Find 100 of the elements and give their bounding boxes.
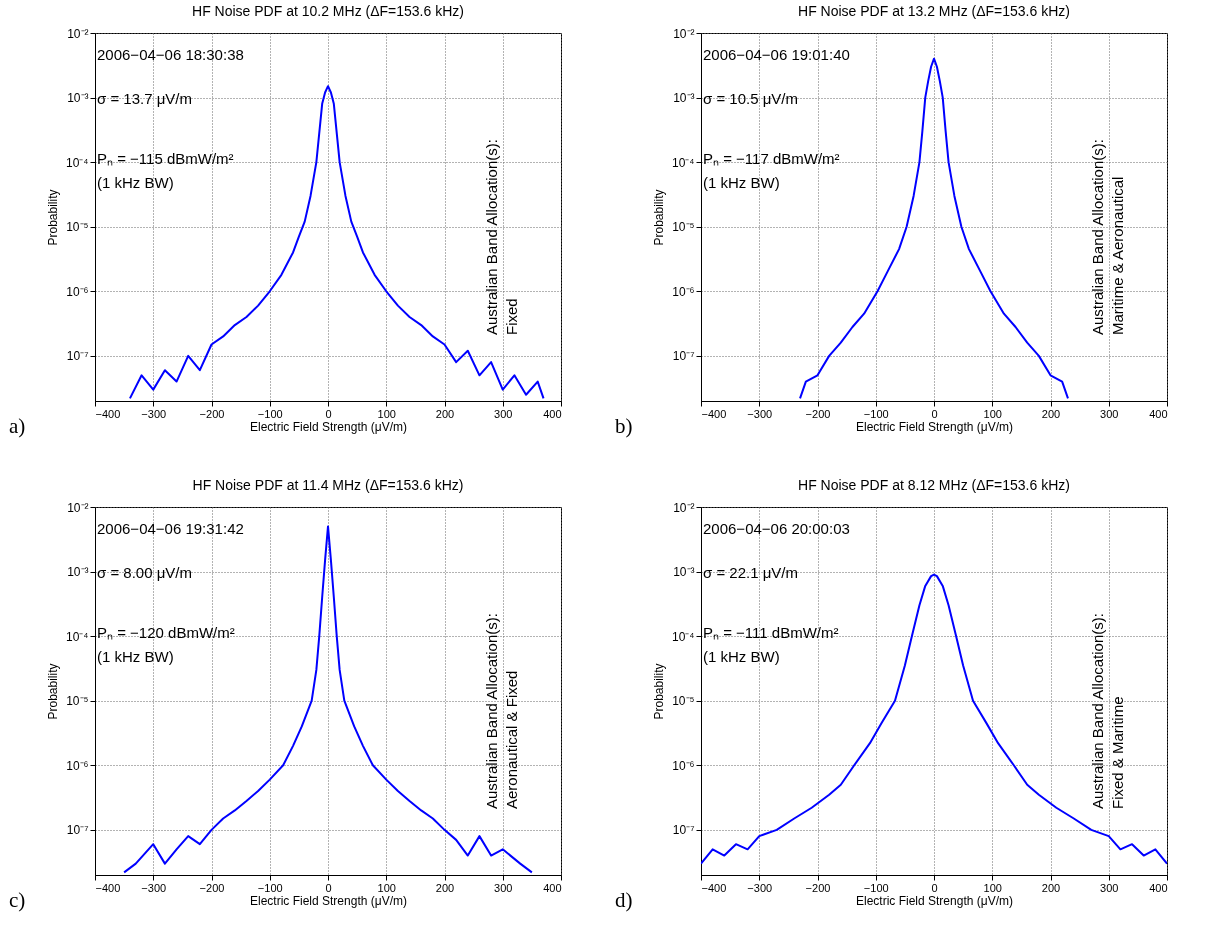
x-tick-label: −300 — [141, 881, 167, 894]
x-tick-label: 200 — [1041, 881, 1061, 894]
annotation: Pₙ = −111 dBmW/m² — [703, 624, 839, 641]
annotation: 2006−04−06 19:01:40 — [703, 46, 850, 63]
annotation: Australian Band Allocation(s): — [1089, 139, 1106, 335]
y-tick-label: 10⁻⁶ — [66, 758, 89, 773]
x-tick-label: −100 — [257, 881, 283, 894]
x-axis-title: Electric Field Strength (μV/m) — [250, 893, 407, 908]
x-tick-label: −300 — [747, 881, 773, 894]
annotation: (1 kHz BW) — [703, 648, 780, 665]
x-tick-label: 0 — [325, 881, 332, 894]
y-tick-label: 10⁻⁷ — [66, 823, 89, 838]
annotation: Pₙ = −120 dBmW/m² — [97, 624, 235, 641]
y-tick-label: 10⁻⁶ — [672, 284, 695, 299]
annotation: σ = 10.5 μV/m — [703, 90, 799, 107]
y-tick-label: 10⁻⁷ — [672, 349, 695, 364]
y-tick-label: 10⁻⁴ — [671, 155, 695, 170]
annotation: σ = 8.00 μV/m — [97, 564, 193, 581]
x-axis-title: Electric Field Strength (μV/m) — [250, 419, 407, 434]
x-tick-label: 400 — [1149, 881, 1168, 894]
x-tick-label: −400 — [95, 407, 121, 420]
annotation: Australian Band Allocation(s): — [483, 139, 500, 335]
x-tick-label: 400 — [543, 881, 562, 894]
x-tick-label: 0 — [931, 407, 938, 420]
y-tick-label: 10⁻⁵ — [66, 694, 89, 709]
annotation: (1 kHz BW) — [97, 174, 174, 191]
x-tick-label: 400 — [543, 407, 562, 420]
x-axis-title: Electric Field Strength (μV/m) — [856, 893, 1013, 908]
annotation: Maritime & Aeronautical — [1109, 176, 1126, 335]
y-tick-label: 10⁻⁴ — [65, 155, 89, 170]
chart-title: HF Noise PDF at 8.12 MHz (ΔF=153.6 kHz) — [798, 477, 1070, 493]
y-tick-label: 10⁻³ — [67, 91, 89, 106]
x-tick-label: −400 — [95, 881, 121, 894]
x-tick-label: −300 — [141, 407, 167, 420]
annotation: (1 kHz BW) — [97, 648, 174, 665]
text: a) — [9, 414, 26, 438]
annotation: σ = 22.1 μV/m — [703, 564, 799, 581]
y-axis-title: Probability — [46, 189, 60, 246]
x-tick-label: −200 — [805, 407, 831, 420]
x-tick-label: 0 — [931, 881, 938, 894]
x-tick-label: −300 — [747, 407, 773, 420]
chart-title: HF Noise PDF at 11.4 MHz (ΔF=153.6 kHz) — [192, 477, 464, 493]
x-tick-label: −100 — [863, 407, 889, 420]
annotation: Pₙ = −117 dBmW/m² — [703, 150, 840, 167]
text: b) — [615, 414, 633, 438]
y-axis-title: Probability — [652, 189, 666, 246]
annotation: σ = 13.7 μV/m — [97, 90, 193, 107]
x-tick-label: −200 — [199, 881, 225, 894]
x-tick-label: 300 — [494, 881, 513, 894]
y-tick-label: 10⁻² — [673, 500, 695, 515]
x-tick-label: −400 — [701, 407, 727, 420]
y-tick-label: 10⁻⁶ — [66, 284, 89, 299]
x-tick-label: −400 — [701, 881, 727, 894]
y-tick-label: 10⁻⁵ — [66, 220, 89, 235]
y-tick-label: 10⁻⁷ — [672, 823, 695, 838]
y-tick-label: 10⁻³ — [673, 565, 695, 580]
x-tick-label: 300 — [1100, 881, 1119, 894]
annotation: Pₙ = −115 dBmW/m² — [97, 150, 234, 167]
x-tick-label: 100 — [983, 881, 1002, 894]
x-tick-label: −200 — [805, 881, 831, 894]
x-tick-label: 400 — [1149, 407, 1168, 420]
annotation: Fixed & Maritime — [1109, 696, 1126, 809]
annotation: 2006−04−06 20:00:03 — [703, 520, 850, 537]
text: c) — [9, 888, 26, 912]
x-tick-label: −100 — [863, 881, 889, 894]
y-tick-label: 10⁻² — [67, 500, 89, 515]
y-tick-label: 10⁻⁷ — [66, 349, 89, 364]
y-tick-label: 10⁻⁶ — [672, 758, 695, 773]
y-tick-label: 10⁻⁵ — [672, 694, 695, 709]
x-tick-label: 200 — [435, 881, 455, 894]
x-tick-label: −200 — [199, 407, 225, 420]
chart-title: HF Noise PDF at 10.2 MHz (ΔF=153.6 kHz) — [192, 3, 464, 19]
annotation: Australian Band Allocation(s): — [1089, 613, 1106, 809]
x-tick-label: 0 — [325, 407, 332, 420]
y-tick-label: 10⁻² — [673, 26, 695, 41]
y-tick-label: 10⁻³ — [673, 91, 695, 106]
y-tick-label: 10⁻⁴ — [671, 629, 695, 644]
annotation: 2006−04−06 19:31:42 — [97, 520, 244, 537]
x-tick-label: 300 — [494, 407, 513, 420]
x-tick-label: 100 — [377, 881, 396, 894]
y-tick-label: 10⁻² — [67, 26, 89, 41]
annotation: (1 kHz BW) — [703, 174, 780, 191]
annotation: Australian Band Allocation(s): — [483, 613, 500, 809]
x-tick-label: 100 — [983, 407, 1002, 420]
x-tick-label: 200 — [435, 407, 455, 420]
annotation: Fixed — [503, 298, 520, 335]
chart-title: HF Noise PDF at 13.2 MHz (ΔF=153.6 kHz) — [798, 3, 1070, 19]
y-tick-label: 10⁻³ — [67, 565, 89, 580]
text: d) — [615, 888, 633, 912]
x-tick-label: −100 — [257, 407, 283, 420]
y-axis-title: Probability — [652, 663, 666, 720]
annotation: Aeronautical & Fixed — [503, 670, 520, 809]
y-tick-label: 10⁻⁴ — [65, 629, 89, 644]
x-axis-title: Electric Field Strength (μV/m) — [856, 419, 1013, 434]
y-tick-label: 10⁻⁵ — [672, 220, 695, 235]
annotation: 2006−04−06 18:30:38 — [97, 46, 244, 63]
x-tick-label: 300 — [1100, 407, 1119, 420]
x-tick-label: 200 — [1041, 407, 1061, 420]
y-axis-title: Probability — [46, 663, 60, 720]
x-tick-label: 100 — [377, 407, 396, 420]
